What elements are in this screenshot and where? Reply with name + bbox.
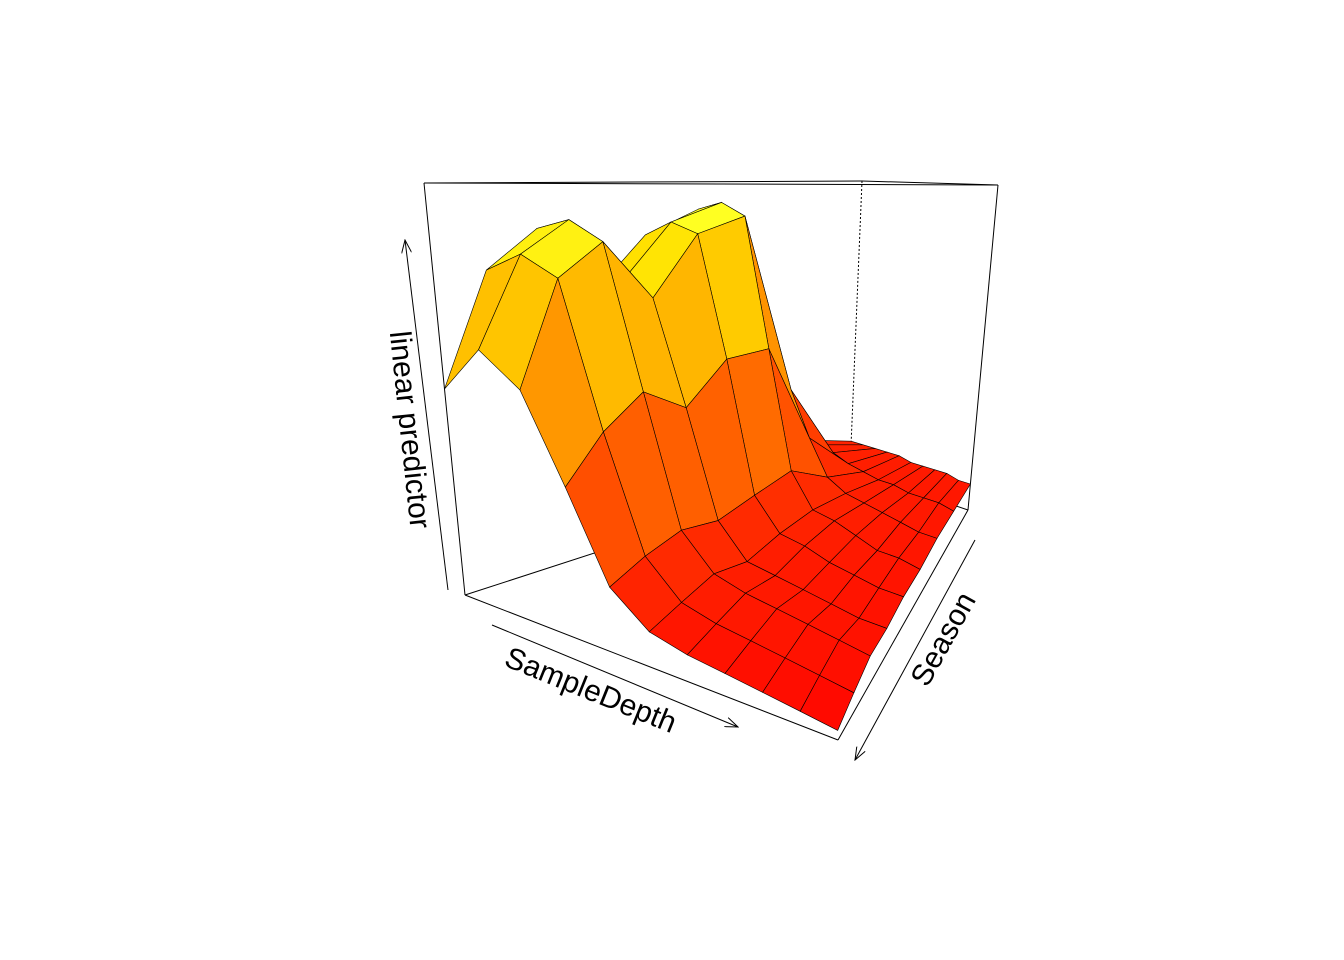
box-edge <box>849 180 863 471</box>
axis-arrow <box>855 539 976 760</box>
x-axis-label: SampleDepth <box>500 641 681 740</box>
axis-arrow <box>491 624 738 727</box>
surface-facet <box>799 674 855 731</box>
box-edge <box>967 184 999 511</box>
box-edge <box>464 594 839 741</box>
box-edge <box>837 509 969 741</box>
surface <box>444 201 971 731</box>
box-edge <box>861 180 999 186</box>
axis-arrow <box>405 240 449 591</box>
box-edge <box>423 182 999 186</box>
box-edge <box>423 180 863 184</box>
